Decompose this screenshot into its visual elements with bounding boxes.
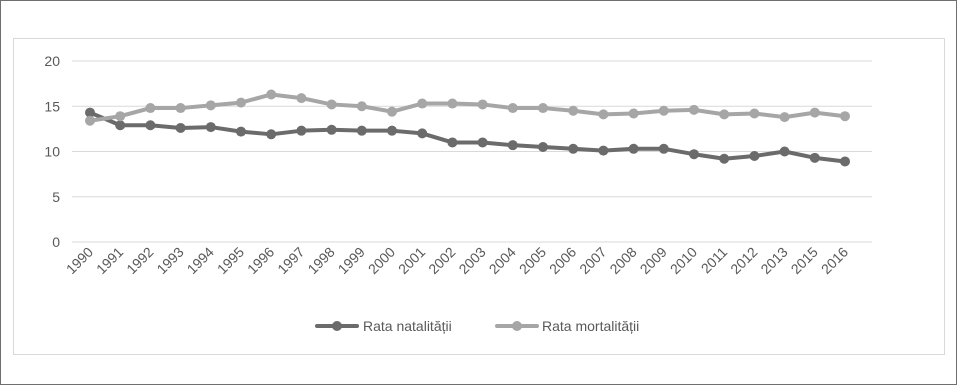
x-tick-label: 1997 <box>274 244 307 277</box>
data-point <box>658 105 669 116</box>
x-tick-label: 2015 <box>788 244 821 277</box>
data-point <box>477 137 488 148</box>
legend-label: Rata natalității <box>363 318 452 334</box>
data-point <box>689 149 699 160</box>
x-tick-label: 2002 <box>425 244 458 277</box>
x-tick-label: 2011 <box>698 244 731 277</box>
data-point <box>477 99 488 110</box>
data-point <box>356 101 367 112</box>
data-point <box>326 124 337 135</box>
data-point <box>356 125 367 136</box>
series-1 <box>85 107 850 167</box>
data-point <box>85 115 95 126</box>
data-point <box>840 156 850 167</box>
x-tick-label: 2006 <box>546 244 579 277</box>
x-tick-label: 1992 <box>123 244 156 277</box>
y-tick-label: 20 <box>44 53 60 69</box>
data-point <box>628 108 639 119</box>
x-tick-label: 1994 <box>184 244 217 277</box>
data-point <box>568 143 579 154</box>
x-tick-label: 2008 <box>606 244 639 277</box>
data-point <box>417 128 428 139</box>
data-point <box>266 89 277 100</box>
data-point <box>145 103 156 114</box>
x-tick-label: 2012 <box>727 244 760 277</box>
data-point <box>175 103 186 114</box>
data-point <box>387 125 397 136</box>
data-point <box>719 109 730 120</box>
data-point <box>809 152 820 163</box>
data-point <box>840 111 850 122</box>
x-tick-label: 2000 <box>365 244 398 277</box>
x-tick-label: 1999 <box>335 244 368 277</box>
data-point <box>85 107 95 118</box>
data-point <box>417 98 428 109</box>
x-tick-label: 2003 <box>455 244 488 277</box>
x-axis-ticks: 1990199119921993199419951996199719981999… <box>63 244 851 277</box>
series-lines <box>85 89 850 167</box>
data-point <box>447 98 458 109</box>
x-tick-label: 1998 <box>304 244 337 277</box>
data-point <box>236 126 246 137</box>
data-point <box>809 107 820 118</box>
data-point <box>266 129 277 140</box>
data-point <box>749 151 760 162</box>
x-tick-label: 2004 <box>486 244 519 277</box>
x-tick-label: 2009 <box>637 244 670 277</box>
series-2 <box>85 89 850 126</box>
y-tick-label: 0 <box>52 234 60 250</box>
legend-item-2: Rata mortalității <box>495 318 639 334</box>
data-point <box>568 105 579 116</box>
x-tick-label: 2001 <box>395 244 428 277</box>
data-point <box>658 143 669 154</box>
x-tick-label: 2010 <box>667 244 700 277</box>
y-tick-label: 15 <box>44 98 60 114</box>
data-point <box>538 141 548 152</box>
data-point <box>538 103 548 114</box>
data-point <box>719 153 730 164</box>
data-point <box>296 93 307 104</box>
data-point <box>175 122 186 133</box>
x-tick-label: 2007 <box>576 244 609 277</box>
series-line <box>88 92 847 123</box>
data-point <box>598 145 609 156</box>
legend-swatch-marker <box>512 321 522 331</box>
data-point <box>749 108 760 119</box>
data-point <box>689 104 699 115</box>
y-tick-label: 5 <box>52 189 60 205</box>
x-tick-label: 2013 <box>757 244 790 277</box>
data-point <box>447 137 458 148</box>
x-tick-label: 1990 <box>63 244 96 277</box>
x-tick-label: 1995 <box>214 244 247 277</box>
data-point <box>236 97 246 108</box>
gridlines <box>72 60 872 243</box>
data-point <box>115 120 126 131</box>
x-tick-label: 2005 <box>516 244 549 277</box>
legend-label: Rata mortalității <box>542 318 639 334</box>
data-point <box>507 103 518 114</box>
data-point <box>779 146 790 157</box>
data-point <box>296 125 307 136</box>
data-point <box>507 140 518 151</box>
data-point <box>598 109 609 120</box>
x-tick-label: 1991 <box>93 244 126 277</box>
x-tick-label: 1996 <box>244 244 277 277</box>
data-point <box>779 112 790 123</box>
legend-swatch-marker <box>332 321 342 331</box>
data-point <box>115 111 126 122</box>
series-line <box>88 110 847 164</box>
data-point <box>387 106 397 117</box>
data-point <box>326 99 337 110</box>
y-tick-label: 10 <box>44 144 60 160</box>
data-point <box>205 122 216 133</box>
y-axis-ticks: 0 5 10 15 20 <box>44 53 60 250</box>
legend: Rata natalității Rata mortalității <box>315 318 639 334</box>
legend-item-1: Rata natalității <box>315 318 452 334</box>
x-tick-label: 1993 <box>153 244 186 277</box>
data-point <box>628 143 639 154</box>
x-tick-label: 2016 <box>818 244 851 277</box>
data-point <box>205 100 216 111</box>
data-point <box>145 120 156 131</box>
